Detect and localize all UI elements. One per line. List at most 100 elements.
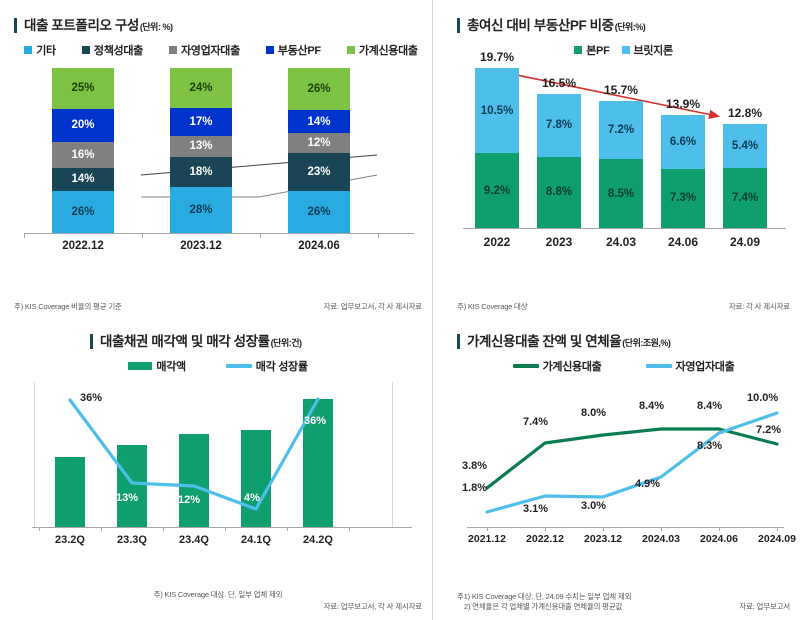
household-credit-line [485,427,779,490]
bar-23-4Q [179,434,209,527]
xlabel-2021-12: 2021.12 [468,533,506,545]
chart3-tick-5 [349,527,350,531]
legend-swatch-bridge-loan [621,46,630,54]
chart4-tick-3 [661,527,662,531]
chart1-x-axis [24,233,414,234]
legend-label-sale-growth: 매각 성장률 [255,361,308,373]
seg-bridge-2023: 7.8% [537,94,581,157]
bar-24-09: 5.4% 7.4% [723,124,767,228]
bar-24-1Q [241,430,271,527]
label-household-2024-03: 8.4% [639,400,665,412]
chart1-tick-1 [142,233,143,238]
chart1-tick-0 [24,233,25,238]
seg-bridge-2403: 7.2% [599,101,643,160]
title-accent-bar [457,18,460,33]
chart4-x-axis [467,527,784,528]
bar-2023: 7.8% 8.8% [537,94,581,228]
seg-self-employed-2023: 13% [170,135,232,158]
legend-item-household-credit: 가계신용대출 [346,42,418,58]
legend-swatch-etc [24,46,33,54]
total-label-24-03: 15.7% [603,83,639,97]
legend-label-household-credit: 가계신용대출 [358,45,418,57]
chart2-legend: 본PF 브릿지론 [457,42,790,58]
legend-item-self-employed-line: 자영업자대출 [645,358,735,374]
legend-swatch-self-employed [168,46,177,54]
xlabel-23-2Q: 23.2Q [55,534,85,546]
seg-real-estate-pf-2024: 14% [288,110,350,134]
chart4-tick-0 [487,527,488,531]
label-household-2021-12: 3.8% [462,460,488,472]
chart3-tick-2 [163,527,164,531]
chart3-unit: (단위:건) [270,338,302,348]
seg-real-estate-pf-2023: 17% [170,107,232,136]
seg-bridge-2022: 10.5% [475,68,519,154]
seg-self-employed-2024: 12% [288,133,350,153]
label-household-2023-12: 8.0% [581,407,607,419]
seg-bridge-2406: 6.6% [661,115,705,169]
label-self-employed-2024-03: 4.9% [635,478,661,490]
legend-swatch-bon-pf [574,46,583,54]
legend-swatch-policy-loan [81,46,90,54]
chart1-tick-3 [378,233,379,238]
label-household-2024-06: 8.4% [697,400,723,412]
chart4-lines-svg [485,411,779,514]
legend-item-sale-growth: 매각 성장률 [225,358,308,374]
legend-item-real-estate-pf: 부동산PF [265,42,321,58]
chart3-bars [14,382,422,527]
chart-panel-pf-ratio: 총여신 대비 부동산PF 비중 (단위:%) 본PF 브릿지론 [432,0,800,320]
growth-label-24-1Q: 4% [244,492,260,504]
chart-panel-household-credit: 가계신용대출 잔액 및 연체율 (단위:조원,%) 가계신용대출 자영업자대출 … [432,320,800,620]
xlabel-23-3Q: 23.3Q [117,534,147,546]
growth-label-23-2Q: 36% [80,392,103,404]
seg-household-credit-2024: 26% [288,68,350,111]
chart3-title-row: 대출채권 매각액 및 매각 성장률 (단위:건) [14,330,422,350]
chart4-title: 가계신용대출 잔액 및 연체율 [467,334,622,349]
title-accent-bar [457,334,460,349]
chart3-x-axis [32,527,412,528]
seg-bonpf-2406: 7.3% [661,168,705,228]
bar-24-03: 7.2% 8.5% [599,101,643,228]
xlabel-2022-12: 2022.12 [526,533,564,545]
seg-bonpf-2409: 7.4% [723,167,767,228]
chart3-notes: 주) KIS Coverage 대상. 단, 일부 업체 제외 자료: 업무보고… [14,589,423,612]
chart4-note-left-2: 2) 연체율은 각 업체별 가계신용대출 연체율의 평균값 [464,601,623,611]
legend-label-etc: 기타 [36,45,56,57]
legend-label-self-employed: 자영업자대출 [180,45,240,57]
xlabel-2022: 2022 [483,235,511,249]
chart1-note-row: 주) KIS Coverage 비율의 평균 기준 자료: 업무보고서, 각 사… [14,302,422,312]
chart2-note-right: 자료: 각 사 제시자료 [728,301,790,311]
chart1-note-right: 자료: 업무보고서, 각 사 제시자료 [323,301,423,311]
label-self-employed-2024-09: 10.0% [747,392,779,404]
label-self-employed-2021-12: 1.8% [462,482,488,494]
chart3-note-left: 주) KIS Coverage 대상. 단, 일부 업체 제외 [153,589,283,599]
chart4-tick-4 [719,527,720,531]
chart1-plot: 25% 20% 16% 14% 26% 24% 17% 13% 18% 28% … [14,68,422,258]
xlabel-24-06: 24.06 [667,235,699,249]
chart-panel-loan-portfolio: 대출 포트폴리오 구성 (단위: %) 기타 정책성대출 자영업자대출 부동산P… [0,0,432,320]
legend-item-policy-loan: 정책성대출 [81,42,143,58]
chart4-plot: 3.8% 7.4% 8.0% 8.4% 8.4% 7.2% 1.8% 3.1% … [457,382,796,557]
seg-etc-2023: 28% [170,186,232,233]
xlabel-2024-06: 2024.06 [700,533,738,545]
label-household-2022-12: 7.4% [523,416,549,428]
seg-bridge-2409: 5.4% [723,124,767,168]
xlabel-24-09: 24.09 [729,235,761,249]
legend-label-bon-pf: 본PF [586,45,610,57]
seg-bonpf-2403: 8.5% [599,159,643,228]
chart4-note-left-1: 주1) KIS Coverage 대상. 단, 24.09 수치는 일부 업체 … [457,591,632,601]
xlabel-24-03: 24.03 [605,235,637,249]
chart4-legend: 가계신용대출 자영업자대출 [457,358,790,374]
growth-label-23-3Q: 13% [116,492,139,504]
growth-label-24-2Q: 36% [304,415,327,427]
legend-label-bridge-loan: 브릿지론 [633,45,674,57]
chart2-bars: 10.5% 9.2% 7.8% 8.8% 7.2% 8.5% 6.6% 7.3%… [457,68,790,228]
xlabel-2023-12: 2023.12 [584,533,622,545]
chart1-notes: 주) KIS Coverage 비율의 평균 기준 자료: 업무보고서, 각 사… [14,302,422,312]
chart3-title: 대출채권 매각액 및 매각 성장률 [100,334,270,349]
chart3-plot: 36% 13% 12% 4% 36% 23.2Q 23.3Q 23.4Q 24.… [14,382,422,557]
xlabel-24-2Q: 24.2Q [303,534,333,546]
chart1-unit: (단위: %) [139,22,173,32]
legend-label-self-employed-line: 자영업자대출 [675,361,735,373]
total-label-24-09: 12.8% [727,106,763,120]
